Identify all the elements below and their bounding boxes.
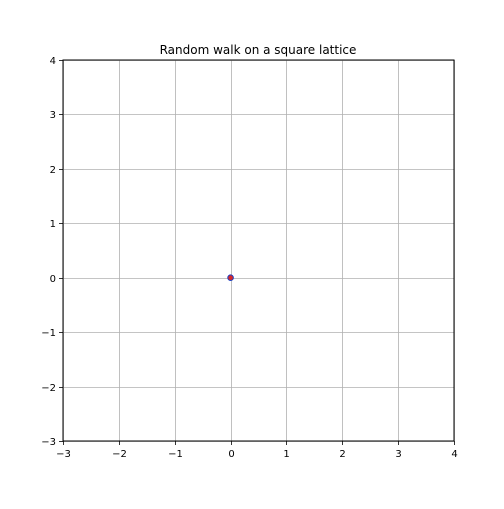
y-tick-label: −3 xyxy=(41,437,56,448)
x-tick-label: 3 xyxy=(395,449,401,460)
y-axis-ticks: −3 −2 −1 0 1 2 3 4 xyxy=(41,56,63,448)
points-layer xyxy=(227,274,234,282)
y-tick-label: −1 xyxy=(41,328,56,339)
y-tick-label: −2 xyxy=(41,383,56,394)
walk-point xyxy=(227,274,234,282)
grid-layer xyxy=(63,60,455,442)
y-tick-label: 4 xyxy=(50,56,56,67)
y-tick-label: 0 xyxy=(50,274,56,285)
x-tick-label: 2 xyxy=(339,449,345,460)
x-axis-ticks: −3 −2 −1 0 1 2 3 4 xyxy=(56,441,458,460)
x-tick-label: 1 xyxy=(283,449,289,460)
plot-frame xyxy=(62,59,455,442)
y-tick-label: 1 xyxy=(50,219,56,230)
y-tick-label: 3 xyxy=(50,110,56,121)
x-tick-label: 0 xyxy=(228,449,234,460)
x-tick-label: 4 xyxy=(451,449,457,460)
chart-title: Random walk on a square lattice xyxy=(160,43,357,57)
x-tick-label: −1 xyxy=(168,449,183,460)
y-tick-label: 2 xyxy=(50,165,56,176)
x-tick-label: −3 xyxy=(56,449,71,460)
x-tick-label: −2 xyxy=(112,449,127,460)
